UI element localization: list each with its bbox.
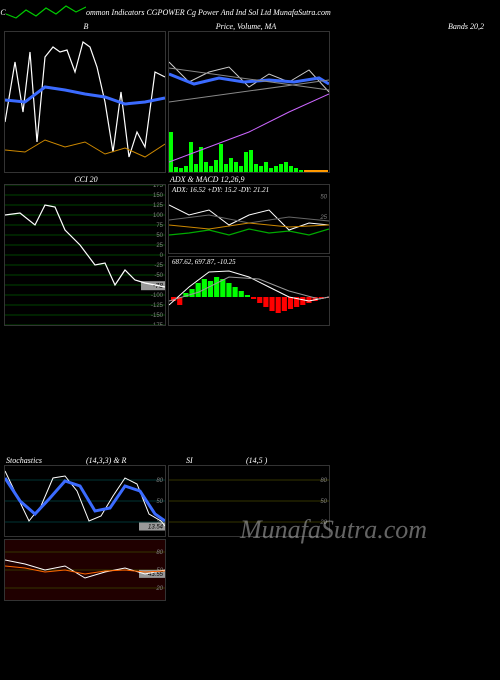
page-header: C ommon Indicators CGPOWER Cg Power And … — [0, 0, 500, 22]
rsi-params: (14,5 ) — [246, 456, 494, 465]
svg-text:175: 175 — [153, 185, 164, 189]
chart-cci: 1751501251007550250-25-50-75-100-125-150… — [5, 185, 165, 325]
chart-b — [5, 32, 165, 172]
title-adx: ADX & MACD 12,26,9 — [166, 175, 330, 184]
svg-text:-50: -50 — [154, 273, 163, 279]
svg-text:20: 20 — [319, 520, 327, 526]
panel-cci: 1751501251007550250-25-50-75-100-125-150… — [4, 184, 166, 326]
title-price: Price, Volume, MA — [166, 22, 326, 31]
svg-text:50: 50 — [320, 194, 327, 200]
mid-title-row: CCI 20 ADX & MACD 12,26,9 — [0, 175, 500, 184]
chart-adx: 5025 — [169, 185, 329, 253]
panel-stoch: 80502013.54 — [4, 465, 166, 537]
panel-macd: 687.62, 697.87, -10.25 — [168, 256, 330, 326]
svg-text:-175: -175 — [151, 323, 164, 325]
svg-text:50: 50 — [156, 499, 163, 505]
svg-text:100: 100 — [153, 213, 164, 219]
panel-rsi-right: 80 50 20 — [168, 465, 330, 537]
svg-text:25: 25 — [156, 243, 163, 249]
stoch-label: Stochastics — [6, 456, 86, 465]
rsi-label: SI — [186, 456, 246, 465]
top-title-row: B Price, Volume, MA Bands 20,2 — [0, 22, 500, 31]
title-bands: Bands 20,2 — [326, 22, 494, 31]
svg-text:-100: -100 — [151, 293, 164, 299]
panel-price — [168, 31, 330, 173]
chart-price — [169, 32, 329, 172]
panel-adx: ADX: 16.52 +DY: 15.2 -DY: 21.21 5025 — [168, 184, 330, 254]
svg-text:-150: -150 — [151, 313, 164, 319]
chart-rsi: 80502043.55 — [5, 540, 165, 600]
stoch-title-row: Stochastics (14,3,3) & R SI (14,5 ) — [0, 456, 500, 465]
svg-text:80: 80 — [156, 550, 163, 556]
chart-macd — [169, 257, 329, 325]
chart-stoch: 80502013.54 — [5, 466, 165, 536]
adx-subtitle: ADX: 16.52 +DY: 15.2 -DY: 21.21 — [172, 186, 269, 194]
title-b: B — [6, 22, 166, 31]
svg-text:13.54: 13.54 — [148, 525, 164, 531]
svg-text:50: 50 — [320, 499, 327, 505]
header-squiggle — [6, 4, 86, 20]
macd-subtitle: 687.62, 697.87, -10.25 — [172, 258, 236, 266]
svg-text:20: 20 — [155, 586, 163, 592]
svg-text:-125: -125 — [151, 303, 164, 309]
svg-text:125: 125 — [153, 203, 164, 209]
stoch-params: (14,3,3) & R — [86, 456, 186, 465]
svg-text:80: 80 — [320, 478, 327, 484]
header-text: ommon Indicators CGPOWER Cg Power And In… — [86, 8, 331, 17]
svg-text:-25: -25 — [154, 263, 163, 269]
svg-text:50: 50 — [156, 233, 163, 239]
panel-b — [4, 31, 166, 173]
svg-text:75: 75 — [156, 223, 163, 229]
panel-rsi: 80502043.55 — [4, 539, 166, 601]
svg-text:80: 80 — [156, 478, 163, 484]
spacer — [0, 326, 500, 456]
chart-rsi-right: 80 50 20 — [169, 466, 329, 536]
title-cci: CCI 20 — [6, 175, 166, 184]
svg-text:150: 150 — [153, 193, 164, 199]
